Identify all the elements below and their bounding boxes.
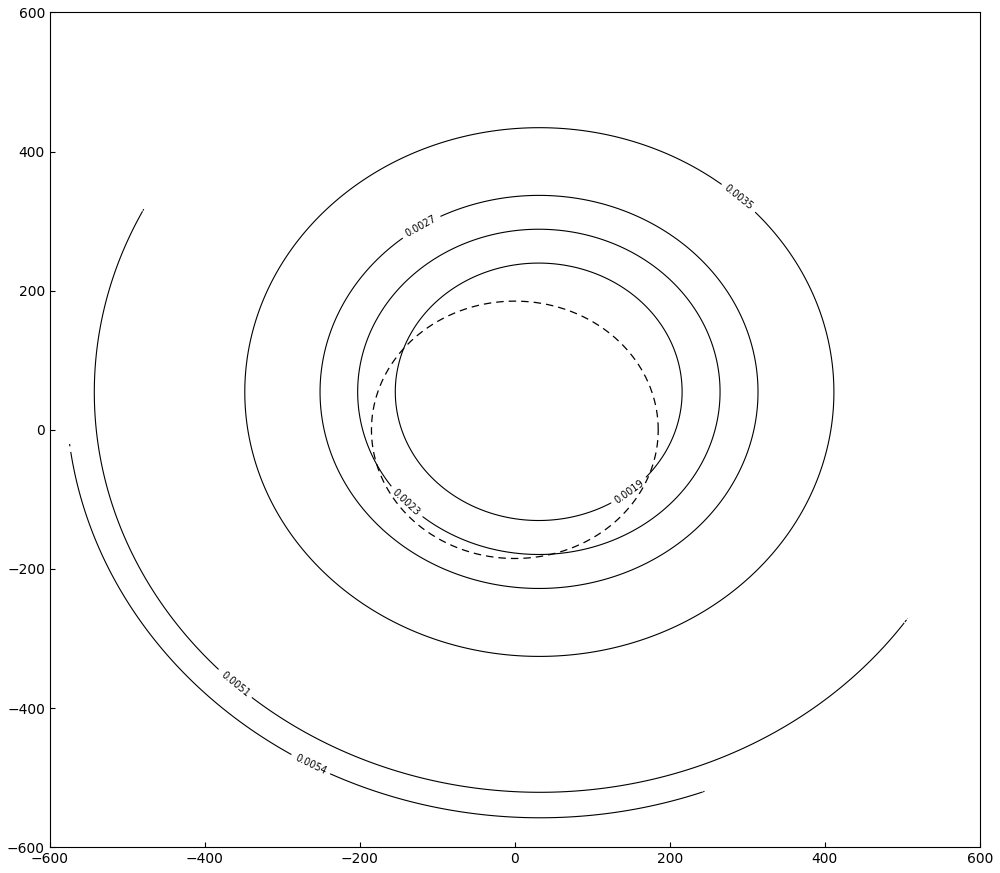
Text: 0.0023: 0.0023 [390,487,422,518]
Text: 0.0051: 0.0051 [219,670,251,698]
Text: 0.0019: 0.0019 [613,478,646,505]
Text: 0.0027: 0.0027 [404,214,438,239]
Text: 0.0054: 0.0054 [293,753,328,776]
Text: 0.0035: 0.0035 [723,183,755,212]
